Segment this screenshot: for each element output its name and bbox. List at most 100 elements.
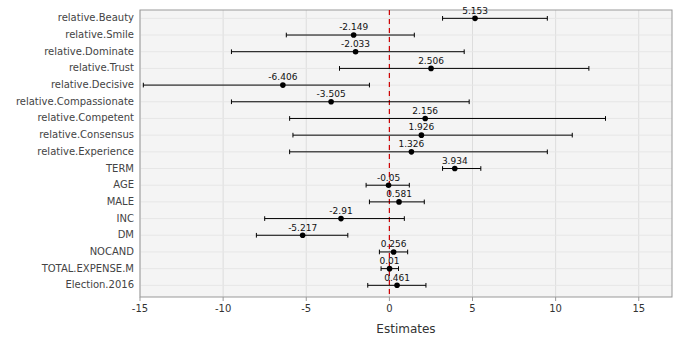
ci-cap (381, 266, 382, 271)
ci-cap (409, 183, 410, 188)
ci-cap (424, 200, 425, 205)
y-tick-label: MALE (107, 196, 134, 207)
y-tick-label: relative.Consensus (39, 129, 134, 140)
ci-cap (464, 49, 465, 54)
ci-line (231, 51, 464, 52)
point (280, 82, 286, 88)
ci-cap (367, 283, 368, 288)
data-label: -5.217 (288, 223, 317, 233)
point (351, 32, 357, 38)
ci-cap (414, 33, 415, 38)
grid-line (140, 235, 672, 236)
grid-line (140, 285, 672, 286)
point (409, 149, 415, 155)
ci-cap (256, 233, 257, 238)
x-axis: -15-10-5051015 (132, 297, 645, 314)
ci-cap (547, 16, 548, 21)
y-tick-label: relative.Compassionate (16, 96, 134, 107)
y-tick-label: relative.Smile (65, 29, 134, 40)
data-label: 5.153 (462, 6, 488, 16)
grid-line (140, 168, 672, 169)
y-tick-label: TOTAL.EXPENSE.M (41, 263, 134, 274)
chart: 5.153-2.149-2.0332.506-6.406-3.5052.1561… (0, 0, 688, 339)
point (396, 199, 402, 205)
ci-cap (572, 133, 573, 138)
ci-line (290, 118, 606, 119)
data-label: -3.505 (317, 89, 346, 99)
data-label: 0.256 (381, 239, 407, 249)
ci-cap (404, 216, 405, 221)
grid-line (140, 35, 672, 36)
ci-cap (442, 166, 443, 171)
grid-line (140, 135, 672, 136)
point (300, 232, 306, 238)
y-tick-label: Election.2016 (65, 279, 134, 290)
point (428, 66, 434, 72)
ci-cap (398, 266, 399, 271)
ci-cap (407, 250, 408, 255)
grid-line (389, 10, 390, 297)
y-tick-label: relative.Experience (37, 146, 134, 157)
ci-cap (369, 200, 370, 205)
y-tick-label: relative.Competent (37, 112, 134, 123)
point (353, 49, 359, 55)
data-label: 0.01 (380, 256, 400, 266)
data-labels: 5.153-2.149-2.0332.506-6.406-3.5052.1561… (268, 6, 488, 283)
ci-line (265, 218, 405, 219)
x-axis-label: Estimates (376, 322, 435, 336)
data-label: 1.926 (409, 122, 435, 132)
point (391, 249, 397, 255)
data-label: -6.406 (268, 72, 297, 82)
ci-cap (289, 149, 290, 154)
ci-cap (469, 99, 470, 104)
data-label: 0.461 (384, 273, 410, 283)
ci-cap (347, 233, 348, 238)
x-tick (223, 297, 224, 301)
ci-cap (286, 33, 287, 38)
ci-line (286, 35, 414, 36)
point (387, 266, 393, 272)
y-tick-label: relative.Dominate (44, 46, 134, 57)
reference-line (389, 10, 390, 297)
y-tick-label: INC (117, 213, 134, 224)
ci-line (443, 18, 548, 19)
grid-line (306, 10, 307, 297)
ci-cap (442, 16, 443, 21)
data-label: -2.149 (339, 22, 368, 32)
x-tick (638, 297, 639, 301)
plot-area (140, 10, 672, 297)
x-tick (140, 297, 141, 301)
point (472, 16, 478, 22)
ci-cap (547, 149, 548, 154)
grid (140, 10, 672, 297)
ci-line (340, 68, 589, 69)
point (422, 116, 428, 122)
x-tick-label: -5 (301, 303, 311, 314)
point (338, 216, 344, 222)
point (419, 132, 425, 138)
x-tick-label: 5 (469, 303, 475, 314)
ci-line (143, 85, 369, 86)
grid-line (140, 201, 672, 202)
plot-frame (140, 10, 672, 297)
ci-cap (480, 166, 481, 171)
x-tick-label: 10 (549, 303, 562, 314)
x-tick (472, 297, 473, 301)
ci-cap (292, 133, 293, 138)
grid-line (140, 268, 672, 269)
y-tick-label: NOCAND (90, 246, 135, 257)
ci-cap (605, 116, 606, 121)
data-label: -2.033 (341, 39, 370, 49)
ci-cap (231, 99, 232, 104)
data-label: 1.326 (399, 139, 425, 149)
y-tick-label: DM (118, 229, 134, 240)
point (394, 283, 400, 289)
grid-line (638, 10, 639, 297)
grid-line (140, 185, 672, 186)
x-tick (555, 297, 556, 301)
y-tick-label: relative.Beauty (58, 12, 134, 23)
grid-line (140, 218, 672, 219)
x-tick (389, 297, 390, 301)
ci-cap (369, 83, 370, 88)
y-tick-label: AGE (113, 179, 134, 190)
